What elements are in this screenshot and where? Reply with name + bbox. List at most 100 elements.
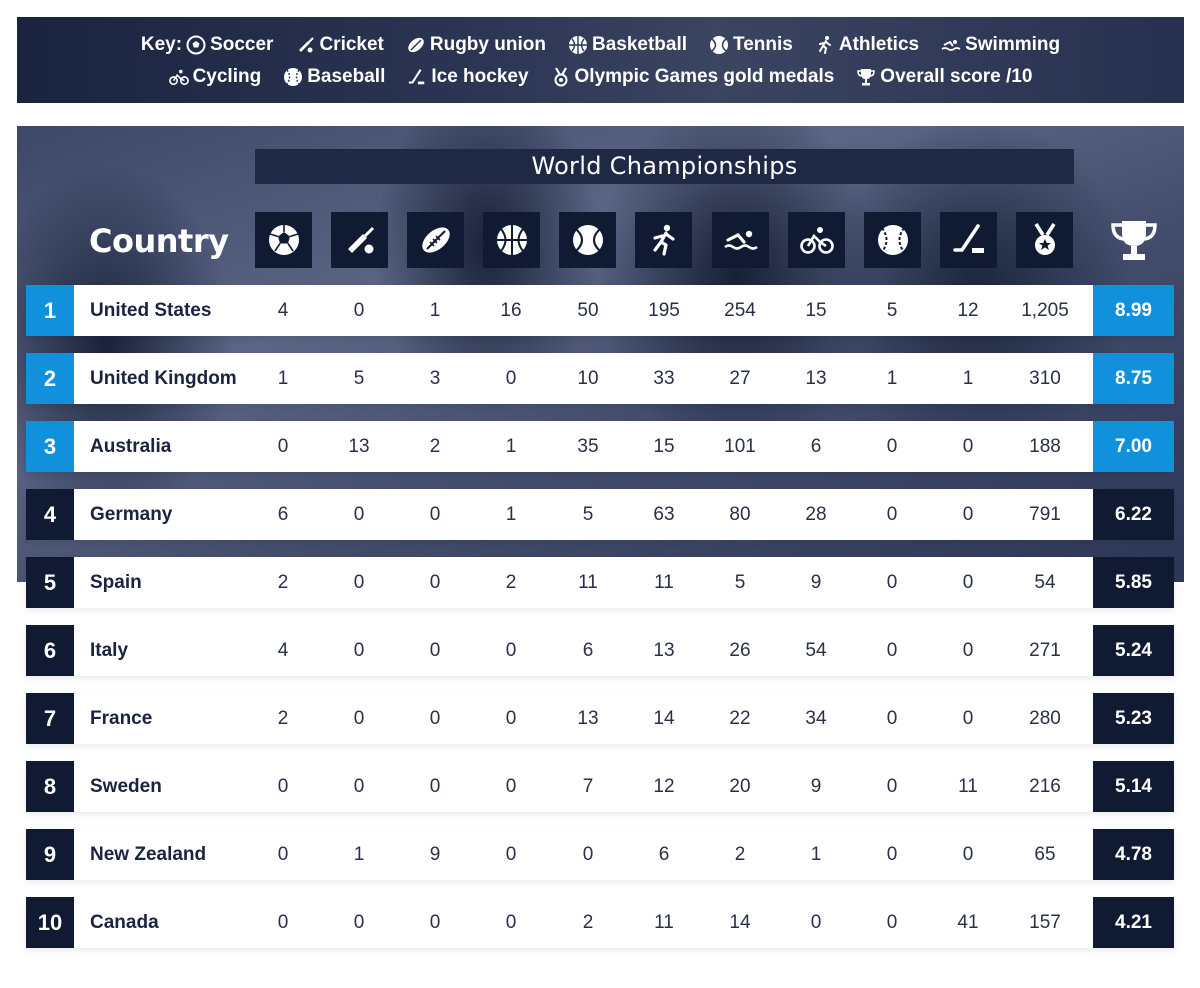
cell-soccer: 2 [277,708,289,729]
cell-athletics: 195 [648,300,680,321]
column-swimming [712,212,769,268]
swimming-icon [723,230,758,250]
cell-baseball: 1 [886,368,898,389]
column-soccer [255,212,312,268]
ice-hockey-icon [952,224,984,253]
column-baseball [864,212,921,268]
key-label: Key: [140,34,183,55]
medal-icon [554,67,568,87]
baseball-icon [877,225,908,255]
key-item-trophy: Overall score /10 [856,66,1032,88]
table-row: 3 Australia 0 13 2 1 35 15 101 6 0 0 188 7.00 [26,421,1174,472]
cell-athletics: 15 [653,436,675,457]
key-row-1: Key: Soccer Cricket Rugby union Basketba… [17,31,1184,59]
cell-basketball: 16 [500,300,522,321]
rank-badge: 2 [26,353,74,404]
cell-soccer: 4 [277,300,289,321]
cell-soccer: 0 [277,776,289,797]
cell-ice-hockey: 0 [962,504,974,525]
cell-swimming: 22 [729,708,751,729]
country-name: Canada [90,912,159,933]
cell-cycling: 15 [805,300,827,321]
cell-ice-hockey: 0 [962,844,974,865]
cell-baseball: 0 [886,640,898,661]
cell-cricket: 0 [353,572,365,593]
overall-score: 6.22 [1093,489,1174,540]
country-name: Spain [90,572,142,593]
cell-ice-hockey: 0 [962,436,974,457]
cell-medals: 188 [1029,436,1061,457]
cell-baseball: 0 [886,572,898,593]
rank-badge: 7 [26,693,74,744]
cell-cricket: 0 [353,640,365,661]
cell-soccer: 0 [277,436,289,457]
cell-swimming: 20 [729,776,751,797]
table-row: 10 Canada 0 0 0 0 2 11 14 0 0 41 157 4.21 [26,897,1174,948]
cell-basketball: 0 [505,844,517,865]
cell-cycling: 13 [805,368,827,389]
cell-athletics: 33 [653,368,675,389]
trophy-icon [857,69,876,86]
overall-score: 5.23 [1093,693,1174,744]
cell-swimming: 254 [724,300,756,321]
athletics-icon [652,224,675,256]
key-item-rugby: Rugby union [406,34,546,56]
cycling-icon [799,227,834,254]
cell-tennis: 5 [582,504,594,525]
cell-basketball: 2 [505,572,517,593]
cell-soccer: 2 [277,572,289,593]
cell-tennis: 7 [582,776,594,797]
cell-medals: 280 [1029,708,1061,729]
key-legend: Key: Soccer Cricket Rugby union Basketba… [17,17,1184,103]
medal-icon [1033,223,1056,255]
cricket-icon [347,226,374,254]
country-name: Sweden [90,776,162,797]
cell-tennis: 10 [577,368,599,389]
cell-athletics: 11 [654,572,674,593]
rank-badge: 3 [26,421,74,472]
cell-rugby: 1 [429,300,441,321]
cell-cricket: 13 [348,436,370,457]
country-name: United States [90,300,212,321]
cell-medals: 271 [1029,640,1061,661]
cell-cycling: 34 [805,708,827,729]
cell-cricket: 5 [353,368,365,389]
cell-basketball: 0 [505,368,517,389]
overall-score: 5.14 [1093,761,1174,812]
cell-soccer: 4 [277,640,289,661]
cell-soccer: 1 [277,368,289,389]
key-item-baseball: Baseball [283,66,385,88]
cell-cricket: 0 [353,708,365,729]
column-cycling [788,212,845,268]
cell-baseball: 0 [886,504,898,525]
cell-tennis: 35 [577,436,599,457]
cell-basketball: 1 [505,436,517,457]
cell-athletics: 6 [658,844,670,865]
column-ice-hockey [940,212,997,268]
tennis-icon [572,225,603,255]
cell-ice-hockey: 11 [958,776,978,797]
rank-badge: 4 [26,489,74,540]
key-item-cycling: Cycling [168,66,261,88]
table-row: 7 France 2 0 0 0 13 14 22 34 0 0 280 5.23 [26,693,1174,744]
rank-badge: 5 [26,557,74,608]
country-name: United Kingdom [90,368,237,389]
cell-tennis: 6 [582,640,594,661]
cell-cricket: 0 [353,300,365,321]
cell-cycling: 28 [805,504,827,525]
overall-score: 5.85 [1093,557,1174,608]
overall-score: 8.75 [1093,353,1174,404]
cell-rugby: 0 [429,912,441,933]
cell-tennis: 11 [578,572,598,593]
cycling-icon [168,69,189,86]
cell-basketball: 0 [505,912,517,933]
cell-cycling: 0 [810,912,822,933]
table-row: 8 Sweden 0 0 0 0 7 12 20 9 0 11 216 5.14 [26,761,1174,812]
cell-medals: 791 [1029,504,1061,525]
cell-baseball: 0 [886,776,898,797]
cell-ice-hockey: 41 [957,912,979,933]
table-row: 4 Germany 6 0 0 1 5 63 80 28 0 0 791 6.22 [26,489,1174,540]
athletics-icon [818,36,831,54]
swimming-icon [941,40,961,51]
table-row: 1 United States 4 0 1 16 50 195 254 15 5 12 1,205 8.9… [26,285,1174,336]
